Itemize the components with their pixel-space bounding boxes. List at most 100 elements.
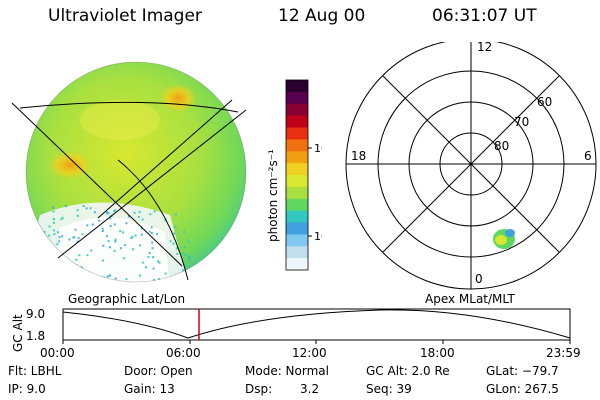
pixel-speckle bbox=[172, 242, 175, 245]
mlt-label-18: 18 bbox=[351, 149, 366, 163]
geographic-label: Geographic Lat/Lon bbox=[68, 292, 186, 306]
colorbar-band bbox=[286, 186, 308, 200]
colorbar-band bbox=[286, 210, 308, 223]
colorbar-band bbox=[286, 127, 308, 140]
colorbar-band bbox=[286, 151, 308, 164]
colorbar-tick-10: 10 bbox=[314, 230, 322, 243]
pixel-speckle bbox=[169, 240, 172, 243]
pixel-speckle bbox=[47, 234, 50, 237]
grid-line bbox=[57, 109, 247, 259]
pixel-speckle bbox=[153, 279, 156, 281]
pixel-speckle bbox=[140, 281, 143, 282]
date-label: 12 Aug 00 bbox=[278, 6, 366, 26]
pixel-speckle bbox=[127, 215, 130, 218]
pixel-speckle bbox=[125, 278, 128, 281]
pixel-speckle bbox=[131, 235, 134, 238]
pixel-speckle bbox=[51, 279, 54, 282]
pixel-speckle bbox=[44, 247, 47, 250]
polar-plot: 12 18 6 0 80 70 60 bbox=[345, 42, 597, 290]
gc-alt-info: GC Alt: 2.0 Re bbox=[366, 364, 450, 378]
pixel-speckle bbox=[102, 244, 105, 247]
pixel-speckle bbox=[114, 238, 117, 241]
instrument-title: Ultraviolet Imager bbox=[48, 6, 202, 26]
mlt-label-6: 6 bbox=[584, 149, 592, 163]
pixel-speckle bbox=[61, 216, 64, 219]
pixel-speckle bbox=[152, 267, 155, 270]
pixel-speckle bbox=[149, 213, 152, 216]
pixel-speckle bbox=[43, 230, 46, 233]
ip-info: IP: 9.0 bbox=[8, 382, 46, 396]
pixel-speckle bbox=[114, 277, 117, 280]
pixel-speckle bbox=[76, 214, 79, 217]
colorbar-band bbox=[286, 91, 308, 105]
pixel-speckle bbox=[63, 261, 66, 264]
pixel-speckle bbox=[145, 266, 148, 269]
pixel-speckle bbox=[105, 235, 108, 238]
pixel-speckle bbox=[113, 249, 116, 252]
pixel-speckle bbox=[53, 229, 56, 232]
pixel-speckle bbox=[124, 244, 127, 246]
pixel-speckle bbox=[53, 233, 56, 236]
pixel-speckle bbox=[91, 223, 94, 226]
pixel-speckle bbox=[176, 252, 179, 255]
pixel-speckle bbox=[141, 218, 144, 221]
pixel-speckle bbox=[40, 254, 43, 257]
pixel-speckle bbox=[183, 231, 186, 233]
pixel-speckle bbox=[78, 254, 81, 257]
pixel-speckle bbox=[130, 237, 133, 240]
pixel-speckle bbox=[107, 240, 110, 243]
pixel-speckle bbox=[125, 222, 128, 225]
pixel-speckle bbox=[92, 283, 94, 285]
pixel-speckle bbox=[60, 218, 63, 221]
mlt-label-0: 0 bbox=[475, 272, 483, 286]
pixel-speckle bbox=[183, 246, 186, 249]
pixel-speckle bbox=[134, 234, 137, 237]
lat-label-80: 80 bbox=[494, 139, 509, 153]
grid-arc bbox=[19, 101, 239, 113]
pixel-speckle bbox=[150, 232, 153, 234]
pixel-speckle bbox=[52, 221, 55, 224]
pixel-speckle bbox=[42, 267, 45, 270]
pixel-speckle bbox=[148, 230, 151, 233]
pixel-speckle bbox=[142, 261, 145, 264]
colorbar-band bbox=[286, 115, 308, 128]
pixel-speckle bbox=[113, 210, 116, 213]
pixel-speckle bbox=[109, 225, 112, 228]
pixel-speckle bbox=[152, 256, 155, 259]
pixel-speckle bbox=[90, 249, 93, 252]
pixel-speckle bbox=[184, 253, 187, 256]
pixel-speckle bbox=[173, 280, 175, 282]
pixel-speckle bbox=[48, 225, 51, 228]
pixel-speckle bbox=[82, 205, 85, 207]
pixel-speckle bbox=[89, 207, 92, 210]
pixel-speckle bbox=[175, 213, 177, 216]
pixel-speckle bbox=[106, 211, 108, 213]
pixel-speckle bbox=[56, 231, 59, 234]
colorbar-band bbox=[286, 175, 308, 188]
pixel-speckle bbox=[157, 260, 159, 263]
colorbar: 100 10 photon cm⁻²s⁻¹ bbox=[266, 79, 322, 271]
apex-label: Apex MLat/MLT bbox=[425, 292, 515, 306]
pixel-speckle bbox=[138, 211, 141, 214]
pixel-speckle bbox=[137, 215, 140, 218]
pixel-speckle bbox=[140, 233, 143, 236]
pixel-speckle bbox=[188, 255, 191, 258]
pixel-speckle bbox=[164, 272, 167, 275]
time-label: 06:31:07 UT bbox=[432, 6, 537, 26]
geographic-image bbox=[11, 61, 247, 285]
pixel-speckle bbox=[77, 237, 80, 240]
pixel-speckle bbox=[80, 266, 83, 269]
colorbar-tick-100: 100 bbox=[314, 142, 322, 155]
pixel-speckle bbox=[187, 240, 190, 243]
pixel-speckle bbox=[85, 207, 88, 210]
pixel-speckle bbox=[74, 228, 77, 231]
pixel-speckle bbox=[76, 240, 79, 243]
dsp-info: Dsp: bbox=[245, 382, 273, 396]
pixel-speckle bbox=[86, 224, 89, 227]
pixel-speckle bbox=[181, 269, 184, 272]
colorbar-band bbox=[286, 139, 308, 152]
colorbar-band bbox=[286, 234, 308, 247]
gain-info: Gain: 13 bbox=[124, 382, 175, 396]
pixel-speckle bbox=[101, 259, 104, 262]
xtick-0000: 00:00 bbox=[40, 346, 75, 360]
